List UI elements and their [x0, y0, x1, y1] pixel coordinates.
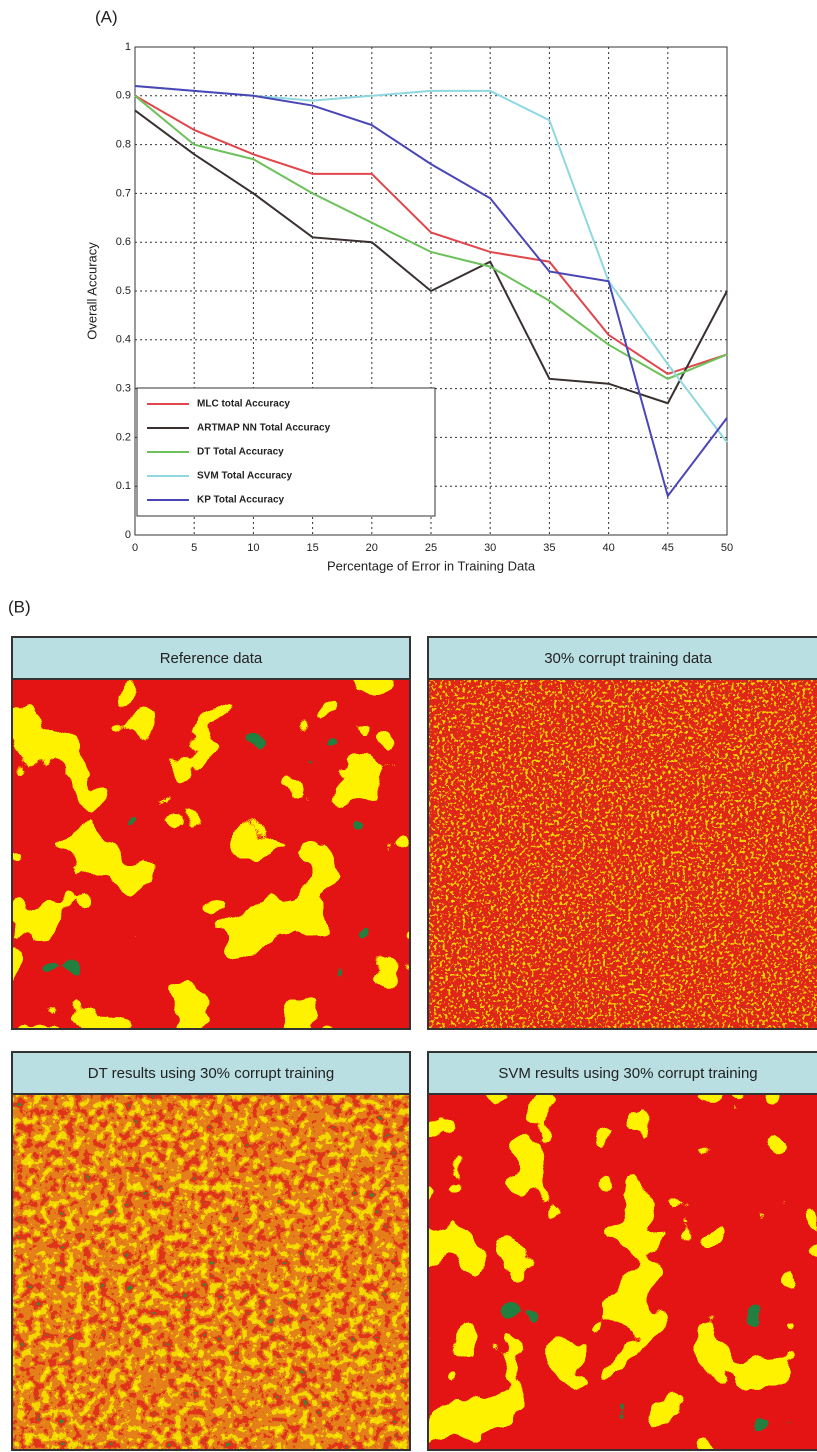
y-tick-label: 0 [125, 529, 131, 541]
y-tick-label: 0.9 [116, 90, 131, 102]
map-title: SVM results using 30% corrupt training [498, 1065, 757, 1082]
map-title: DT results using 30% corrupt training [88, 1065, 335, 1082]
legend-label: SVM Total Accuracy [197, 471, 292, 482]
map-image [428, 1094, 817, 1450]
data-line [134, 94, 728, 376]
map-image [12, 679, 410, 1029]
x-tick-label: 40 [602, 542, 614, 554]
legend-label: KP Total Accuracy [197, 495, 285, 506]
y-tick-label: 0.6 [116, 236, 131, 248]
map-title: Reference data [160, 650, 263, 667]
map-image [428, 679, 817, 1029]
x-tick-label: 25 [425, 542, 437, 554]
panel-label: (A) [95, 7, 118, 26]
x-tick-label: 30 [484, 542, 496, 554]
legend-label: ARTMAP NN Total Accuracy [197, 423, 331, 434]
map-frame [427, 678, 817, 1030]
x-tick-label: 20 [366, 542, 378, 554]
map-frame [427, 1093, 817, 1451]
x-axis-label: Percentage of Error in Training Data [327, 558, 536, 573]
map-frame [11, 1093, 411, 1451]
y-tick-label: 1 [125, 41, 131, 53]
y-tick-label: 0.5 [116, 285, 131, 297]
y-tick-label: 0.1 [116, 480, 131, 492]
data-line [134, 85, 728, 499]
y-tick-label: 0.8 [116, 139, 131, 151]
map-title-bar [427, 1051, 817, 1095]
map-frame [11, 678, 411, 1030]
data-line [134, 109, 728, 405]
map-title-bar [427, 636, 817, 680]
legend-label: MLC total Accuracy [197, 399, 290, 410]
y-tick-label: 0.7 [116, 187, 131, 199]
x-tick-label: 45 [662, 542, 674, 554]
x-tick-label: 0 [132, 542, 138, 554]
map-image [12, 1094, 410, 1450]
x-tick-label: 10 [247, 542, 259, 554]
y-tick-label: 0.2 [116, 431, 131, 443]
x-tick-label: 35 [543, 542, 555, 554]
legend-label: DT Total Accuracy [197, 447, 284, 458]
x-tick-label: 5 [191, 542, 197, 554]
x-tick-label: 15 [306, 542, 318, 554]
y-tick-label: 0.3 [116, 383, 131, 395]
map-title: 30% corrupt training data [544, 650, 712, 667]
y-axis-label: Overall Accuracy [84, 242, 99, 340]
x-tick-label: 50 [721, 542, 733, 554]
map-title-bar [11, 636, 411, 680]
panel-label: (B) [8, 597, 31, 616]
y-tick-label: 0.4 [116, 334, 131, 346]
